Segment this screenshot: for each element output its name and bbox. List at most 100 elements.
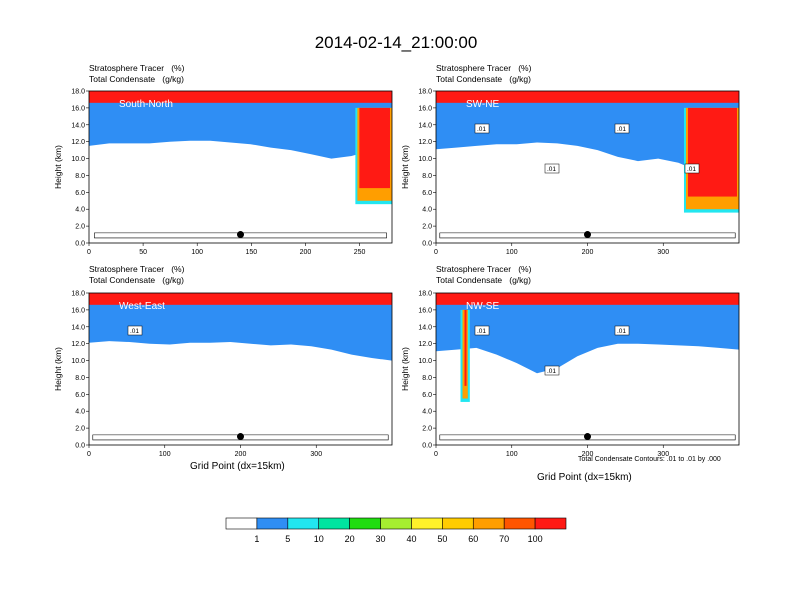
- location-marker: [237, 231, 244, 239]
- contour-label: .01: [687, 166, 696, 173]
- contour-label-box: [544, 163, 560, 174]
- x-tick-label: 200: [300, 249, 312, 256]
- x-tick-label: 300: [310, 451, 322, 458]
- colorbar-swatch: [411, 517, 443, 530]
- panel-header-sw-ne: Stratosphere Tracer (%) Total Condensate…: [436, 63, 531, 85]
- x-tick-label: 200: [235, 451, 247, 458]
- condensate-contour: [94, 232, 387, 239]
- panel-header-nw-se: Stratosphere Tracer (%) Total Condensate…: [436, 264, 531, 286]
- panel-label: West-East: [119, 301, 165, 312]
- x-axis-title-right: Grid Point (dx=15km): [537, 472, 632, 483]
- colorbar-label: 5: [285, 534, 290, 544]
- tracer-field: [89, 293, 392, 441]
- y-tick-label: 14.0: [418, 122, 432, 129]
- y-tick-label: 12.0: [418, 341, 432, 348]
- colorbar-label: 20: [345, 534, 355, 544]
- y-tick-label: 4.0: [422, 207, 432, 214]
- contour-label: .01: [547, 166, 556, 173]
- field-label: Stratosphere Tracer (%): [436, 264, 532, 274]
- tracer-band: [89, 91, 392, 103]
- colorbar-label: 60: [468, 534, 478, 544]
- contour-label-box: [544, 365, 560, 376]
- tracer-field: [89, 91, 392, 239]
- y-tick-label: 16.0: [418, 307, 432, 314]
- y-tick-label: 4.0: [75, 409, 85, 416]
- colorbar-swatch: [225, 517, 258, 530]
- y-tick-label: 2.0: [422, 426, 432, 433]
- y-tick-label: 2.0: [75, 224, 85, 231]
- x-tick-label: 50: [139, 249, 147, 256]
- field-label: Stratosphere Tracer (%): [436, 63, 532, 73]
- contour-label-box: [614, 123, 630, 134]
- contour-label-box: [474, 325, 490, 336]
- contour-label: .01: [477, 328, 486, 335]
- y-tick-label: 10.0: [418, 156, 432, 163]
- y-tick-label: 4.0: [75, 207, 85, 214]
- colorbar-swatch: [472, 517, 505, 530]
- contour-note: Total Condensate Contours: .01 to .01 by…: [578, 456, 721, 463]
- x-tick-label: 200: [582, 249, 594, 256]
- colorbar-label: 40: [406, 534, 416, 544]
- y-tick-label: 6.0: [75, 190, 85, 197]
- contour-label-box: [474, 123, 490, 134]
- y-tick-label: 12.0: [71, 139, 85, 146]
- panel-label: South-North: [119, 99, 173, 110]
- colorbar-swatch: [503, 517, 536, 530]
- condensate-contour: [92, 434, 389, 441]
- x-tick-label: 0: [434, 249, 438, 256]
- contour-label: .01: [477, 126, 486, 133]
- colorbar-swatch: [318, 517, 350, 530]
- tracer-band: [436, 293, 739, 305]
- colorbar-label: 1: [254, 534, 259, 544]
- panel-header-south-north: Stratosphere Tracer (%) Total Condensate…: [89, 63, 184, 85]
- x-tick-label: 150: [245, 249, 257, 256]
- condensate-contour: [439, 232, 736, 239]
- panel-label: NW-SE: [466, 301, 499, 312]
- x-tick-label: 100: [506, 451, 518, 458]
- y-tick-label: 18.0: [71, 89, 85, 96]
- y-tick-label: 16.0: [418, 105, 432, 112]
- tracer-field: [436, 91, 739, 239]
- colorbar-label: 100: [528, 534, 543, 544]
- y-tick-label: 14.0: [71, 324, 85, 331]
- y-tick-label: 10.0: [418, 358, 432, 365]
- tracer-band: [436, 293, 739, 374]
- colorbar-label: 30: [376, 534, 386, 544]
- contour-label: .01: [617, 126, 626, 133]
- x-tick-label: 100: [506, 249, 518, 256]
- y-tick-label: 8.0: [422, 375, 432, 382]
- y-tick-label: 18.0: [418, 89, 432, 96]
- y-axis-title: Height (km): [53, 347, 63, 391]
- y-tick-label: 8.0: [75, 375, 85, 382]
- panel-label: SW-NE: [466, 99, 499, 110]
- y-tick-label: 4.0: [422, 409, 432, 416]
- field-label: Stratosphere Tracer (%): [89, 63, 185, 73]
- y-tick-label: 2.0: [75, 426, 85, 433]
- panel-header-west-east: Stratosphere Tracer (%) Total Condensate…: [89, 264, 184, 286]
- y-tick-label: 0.0: [75, 443, 85, 450]
- intrusion-band: [359, 107, 390, 189]
- y-tick-label: 14.0: [418, 324, 432, 331]
- x-tick-label: 0: [87, 249, 91, 256]
- y-tick-label: 10.0: [71, 156, 85, 163]
- panel-west-east: West-East .01 0.0 2.0 4.0 6.0 8.0 10.0 12.0 14.0 1…: [53, 291, 393, 458]
- location-marker: [584, 231, 591, 239]
- colorbar-swatch: [442, 517, 474, 530]
- contour-label: .01: [617, 328, 626, 335]
- y-axis-title: Height (km): [53, 145, 63, 189]
- colorbar-label: 70: [499, 534, 509, 544]
- colorbar-label: 10: [314, 534, 324, 544]
- x-axis-title-left: Grid Point (dx=15km): [190, 461, 285, 472]
- intrusion-band: [464, 309, 467, 386]
- colorbar-swatch: [349, 517, 381, 530]
- figure-title: 2014-02-14_21:00:00: [314, 33, 478, 52]
- y-tick-label: 8.0: [75, 173, 85, 180]
- contour-label-box: [684, 163, 700, 174]
- x-tick-label: 0: [87, 451, 91, 458]
- y-tick-label: 18.0: [71, 291, 85, 298]
- y-tick-label: 10.0: [71, 358, 85, 365]
- x-tick-label: 100: [191, 249, 203, 256]
- x-tick-label: 0: [434, 451, 438, 458]
- x-tick-label: 300: [657, 451, 669, 458]
